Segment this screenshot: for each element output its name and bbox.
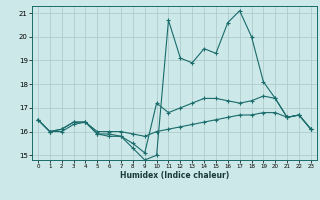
X-axis label: Humidex (Indice chaleur): Humidex (Indice chaleur) [120,171,229,180]
